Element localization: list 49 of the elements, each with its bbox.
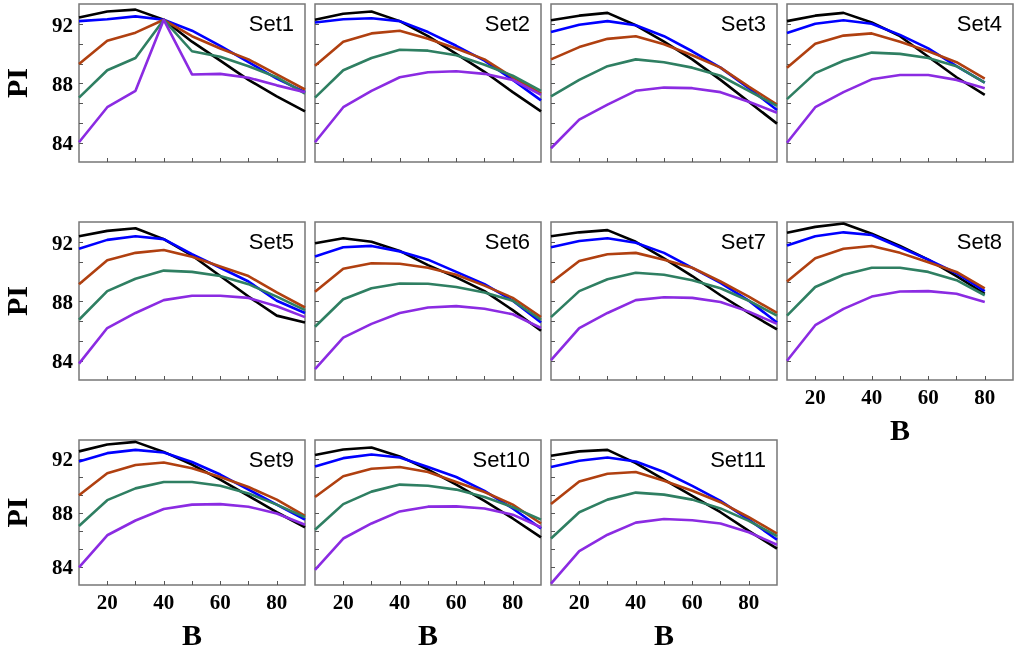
chart-title: Set1: [248, 10, 295, 36]
y-tick-label: 88: [52, 501, 73, 526]
line-series: [77, 269, 307, 322]
x-tick-label: 60: [917, 384, 939, 409]
x-tick-label: 80: [974, 384, 996, 409]
y-axis-title: PI: [0, 68, 33, 98]
y-tick-label: 88: [52, 71, 73, 96]
x-tick-label: 20: [332, 589, 354, 614]
chart-title: Set3: [720, 10, 767, 36]
y-axis-title: PI: [0, 286, 33, 316]
chart-title: Set5: [248, 228, 295, 254]
x-tick-label: 20: [96, 589, 118, 614]
y-tick-label: 92: [52, 12, 73, 37]
line-series: [77, 18, 307, 144]
x-tick-label: 40: [153, 589, 175, 614]
y-axis-title: PI: [0, 497, 33, 528]
x-tick-label: 60: [209, 589, 231, 614]
x-axis-title: B: [181, 617, 203, 650]
line-series: [77, 294, 307, 365]
x-tick-label: 40: [861, 384, 883, 409]
y-tick-label: 92: [52, 230, 73, 255]
chart-title: Set10: [472, 446, 531, 472]
y-tick-label: 84: [52, 348, 74, 373]
x-tick-label: 40: [389, 589, 411, 614]
line-series: [77, 480, 307, 528]
chart-title: Set9: [248, 446, 295, 472]
y-tick-label: 84: [52, 130, 74, 155]
y-tick-label: 84: [52, 555, 74, 580]
chart-title: Set2: [484, 10, 531, 36]
x-tick-label: 80: [502, 589, 524, 614]
y-tick-label: 92: [52, 446, 73, 471]
chart-title: Set6: [484, 228, 531, 254]
x-axis-title: B: [653, 617, 675, 650]
x-axis-title: B: [417, 617, 439, 650]
x-tick-label: 40: [625, 589, 647, 614]
x-tick-label: 20: [568, 589, 590, 614]
chart-title: Set4: [956, 10, 1003, 36]
line-series: [77, 248, 307, 309]
x-tick-label: 60: [681, 589, 703, 614]
x-axis-title: B: [889, 412, 911, 446]
y-tick-label: 88: [52, 289, 73, 314]
x-tick-label: 20: [804, 384, 826, 409]
chart-title: Set8: [956, 228, 1003, 254]
line-series: [77, 502, 307, 569]
chart-title: Set11: [710, 446, 766, 472]
x-tick-label: 60: [445, 589, 467, 614]
chart-title: Set7: [720, 228, 767, 254]
x-tick-label: 80: [266, 589, 288, 614]
x-tick-label: 80: [738, 589, 760, 614]
